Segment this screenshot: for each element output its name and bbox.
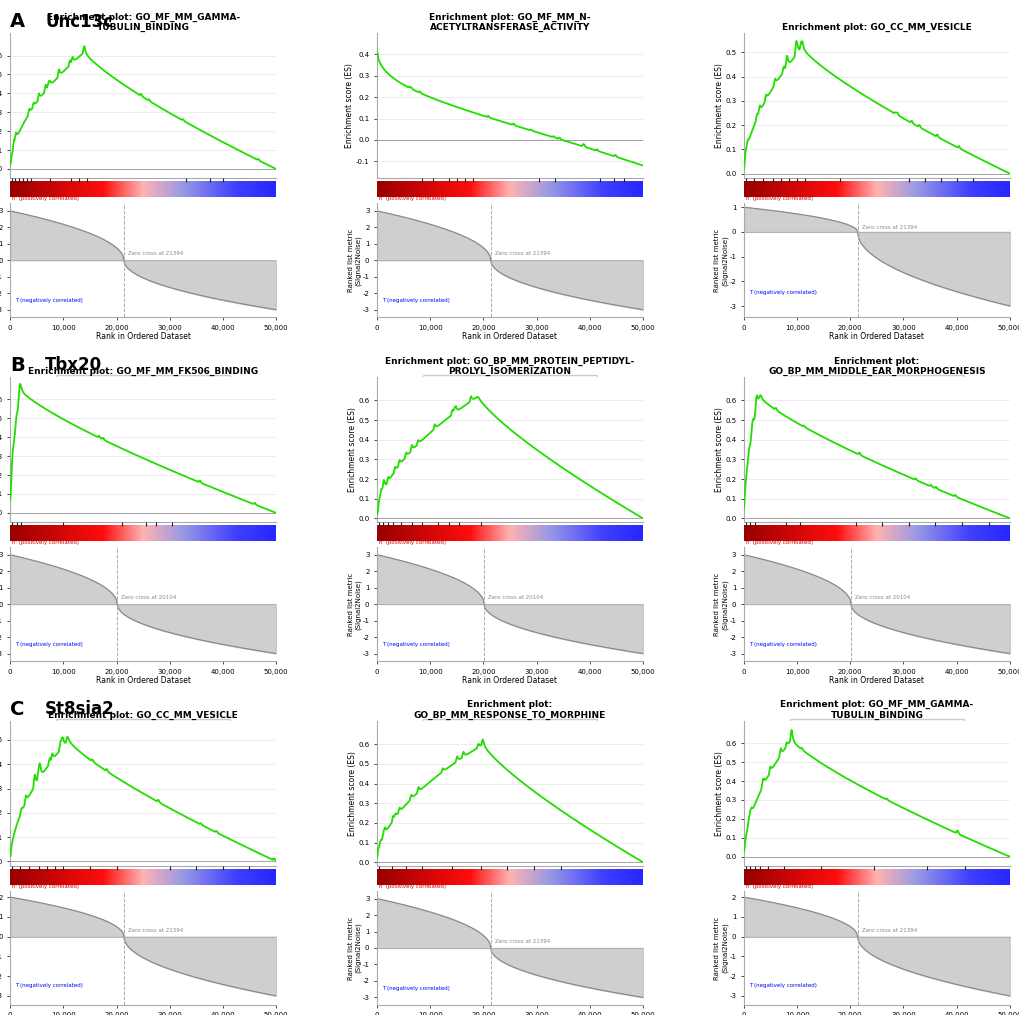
Text: A: A [10,12,25,31]
Y-axis label: Ranked list metric
(Signal2Noise): Ranked list metric (Signal2Noise) [347,228,361,292]
Text: T (negatively correlated): T (negatively correlated) [15,298,84,303]
Y-axis label: Ranked list metric
(Signal2Noise): Ranked list metric (Signal2Noise) [713,228,728,292]
Y-axis label: Ranked list metric
(Signal2Noise): Ranked list metric (Signal2Noise) [713,917,728,979]
X-axis label: Rank in Ordered Dataset: Rank in Ordered Dataset [462,676,557,685]
Text: Zero cross at 20104: Zero cross at 20104 [854,595,909,600]
Title: Enrichment plot: GO_MF_MM_GAMMA-
TUBULIN_BINDING: Enrichment plot: GO_MF_MM_GAMMA- TUBULIN… [780,700,972,720]
Text: T (negatively correlated): T (negatively correlated) [382,298,449,303]
Title: Enrichment plot:
GO_BP_MM_RESPONSE_TO_MORPHINE: Enrichment plot: GO_BP_MM_RESPONSE_TO_MO… [414,700,605,720]
Text: n' (positively correlated): n' (positively correlated) [378,540,445,545]
Text: n' (positively correlated): n' (positively correlated) [12,197,78,201]
Legend: Enrichment profile, Hits, Ranking metric scores: Enrichment profile, Hits, Ranking metric… [423,719,596,729]
Legend: Enrichment profile, Hits, Ranking metric scores: Enrichment profile, Hits, Ranking metric… [56,719,230,729]
Y-axis label: Ranked list metric
(Signal2Noise): Ranked list metric (Signal2Noise) [713,572,728,635]
Text: B: B [10,356,24,375]
Y-axis label: Enrichment score (ES): Enrichment score (ES) [714,63,722,148]
Title: Enrichment plot: GO_CC_MM_VESICLE: Enrichment plot: GO_CC_MM_VESICLE [48,710,237,720]
Legend: Enrichment profile, Hits, Ranking metric scores: Enrichment profile, Hits, Ranking metric… [423,375,596,385]
X-axis label: Rank in Ordered Dataset: Rank in Ordered Dataset [96,676,191,685]
Title: Enrichment plot: GO_MF_MM_FK506_BINDING: Enrichment plot: GO_MF_MM_FK506_BINDING [29,367,258,377]
Text: Zero cross at 21394: Zero cross at 21394 [494,939,550,944]
Text: Zero cross at 21394: Zero cross at 21394 [861,929,916,934]
Text: Zero cross at 21394: Zero cross at 21394 [128,252,183,257]
Text: n' (positively correlated): n' (positively correlated) [745,197,812,201]
Text: T (negatively correlated): T (negatively correlated) [15,642,84,648]
Text: T (negatively correlated): T (negatively correlated) [749,983,816,988]
Title: Enrichment plot: GO_MF_MM_N-
ACETYLTRANSFERASE_ACTIVITY: Enrichment plot: GO_MF_MM_N- ACETYLTRANS… [429,12,590,32]
Y-axis label: Ranked list metric
(Signal2Noise): Ranked list metric (Signal2Noise) [347,917,361,979]
X-axis label: Rank in Ordered Dataset: Rank in Ordered Dataset [828,332,923,341]
Text: Zero cross at 20104: Zero cross at 20104 [121,595,176,600]
X-axis label: Rank in Ordered Dataset: Rank in Ordered Dataset [828,676,923,685]
Text: T (negatively correlated): T (negatively correlated) [15,983,84,988]
Text: Zero cross at 21394: Zero cross at 21394 [128,929,183,934]
Text: T (negatively correlated): T (negatively correlated) [382,986,449,991]
Text: Unc13c: Unc13c [45,12,113,30]
Legend: Enrichment profile, Hits, Ranking metric scores: Enrichment profile, Hits, Ranking metric… [789,719,963,729]
Title: Enrichment plot: GO_CC_MM_VESICLE: Enrichment plot: GO_CC_MM_VESICLE [782,23,971,32]
Text: Zero cross at 20104: Zero cross at 20104 [488,595,543,600]
Y-axis label: Enrichment score (ES): Enrichment score (ES) [345,63,354,148]
Legend: Enrichment profile, Hits, Ranking metric scores: Enrichment profile, Hits, Ranking metric… [56,375,230,385]
Text: C: C [10,699,24,719]
Title: Enrichment plot:
GO_BP_MM_MIDDLE_EAR_MORPHOGENESIS: Enrichment plot: GO_BP_MM_MIDDLE_EAR_MOR… [767,356,984,377]
Text: n' (positively correlated): n' (positively correlated) [378,197,445,201]
X-axis label: Rank in Ordered Dataset: Rank in Ordered Dataset [462,332,557,341]
Text: T (negatively correlated): T (negatively correlated) [749,642,816,648]
Title: Enrichment plot: GO_MF_MM_GAMMA-
TUBULIN_BINDING: Enrichment plot: GO_MF_MM_GAMMA- TUBULIN… [47,12,239,32]
Text: St8sia2: St8sia2 [45,700,115,719]
X-axis label: Rank in Ordered Dataset: Rank in Ordered Dataset [96,332,191,341]
Y-axis label: Enrichment score (ES): Enrichment score (ES) [347,407,357,492]
Legend: Enrichment profile, Hits, Ranking metric scores: Enrichment profile, Hits, Ranking metric… [789,375,963,385]
Text: n' (positively correlated): n' (positively correlated) [12,884,78,889]
Text: n' (positively correlated): n' (positively correlated) [12,540,78,545]
Y-axis label: Enrichment score (ES): Enrichment score (ES) [714,407,722,492]
Text: n' (positively correlated): n' (positively correlated) [745,540,812,545]
Text: Zero cross at 21394: Zero cross at 21394 [494,252,550,257]
Y-axis label: Enrichment score (ES): Enrichment score (ES) [347,751,357,835]
Y-axis label: Enrichment score (ES): Enrichment score (ES) [714,751,722,835]
Text: n' (positively correlated): n' (positively correlated) [378,884,445,889]
Text: Tbx20: Tbx20 [45,356,102,375]
Text: T (negatively correlated): T (negatively correlated) [749,290,816,295]
Text: T (negatively correlated): T (negatively correlated) [382,642,449,648]
Text: Zero cross at 21394: Zero cross at 21394 [861,225,916,230]
Y-axis label: Ranked list metric
(Signal2Noise): Ranked list metric (Signal2Noise) [347,572,361,635]
Title: Enrichment plot: GO_BP_MM_PROTEIN_PEPTIDYL-
PROLYL_ISOMERIZATION: Enrichment plot: GO_BP_MM_PROTEIN_PEPTID… [385,356,634,377]
Text: n' (positively correlated): n' (positively correlated) [745,884,812,889]
